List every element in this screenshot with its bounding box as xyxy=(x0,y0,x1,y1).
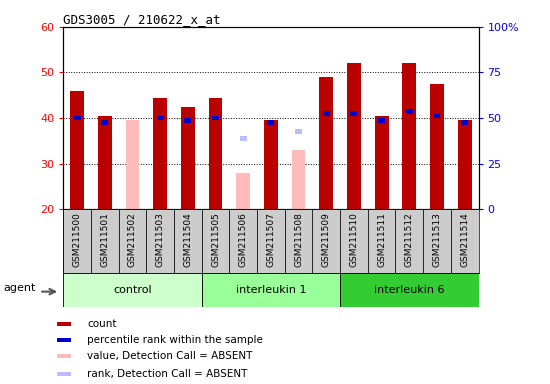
Bar xyxy=(257,209,285,273)
Text: GSM211510: GSM211510 xyxy=(349,212,359,267)
Bar xyxy=(146,209,174,273)
Bar xyxy=(295,129,302,134)
Bar xyxy=(57,354,71,359)
Bar xyxy=(74,116,80,120)
Text: GSM211504: GSM211504 xyxy=(183,212,192,267)
Bar xyxy=(157,116,163,120)
Bar xyxy=(212,116,219,120)
Text: count: count xyxy=(87,319,117,329)
Bar xyxy=(406,109,412,114)
Bar xyxy=(375,116,388,209)
Bar xyxy=(57,338,71,343)
Bar xyxy=(378,118,385,122)
Bar xyxy=(264,120,278,209)
Bar xyxy=(350,111,358,116)
Bar xyxy=(312,209,340,273)
Bar xyxy=(403,63,416,209)
Bar xyxy=(292,150,305,209)
Bar xyxy=(451,209,478,273)
Text: GSM211507: GSM211507 xyxy=(266,212,276,267)
Bar xyxy=(236,173,250,209)
Bar xyxy=(285,209,312,273)
Bar xyxy=(423,209,451,273)
Bar xyxy=(347,63,361,209)
Bar xyxy=(70,91,84,209)
Text: GSM211511: GSM211511 xyxy=(377,212,386,267)
Text: GSM211513: GSM211513 xyxy=(432,212,442,267)
Bar xyxy=(267,120,274,125)
Text: control: control xyxy=(113,285,152,295)
Bar xyxy=(125,120,139,209)
Bar xyxy=(323,111,329,116)
Text: GSM211500: GSM211500 xyxy=(73,212,81,267)
Text: GSM211505: GSM211505 xyxy=(211,212,220,267)
Text: GSM211506: GSM211506 xyxy=(239,212,248,267)
Bar xyxy=(461,120,468,125)
Bar xyxy=(57,322,71,326)
Bar xyxy=(340,209,368,273)
Bar xyxy=(208,98,222,209)
Bar xyxy=(119,209,146,273)
Text: rank, Detection Call = ABSENT: rank, Detection Call = ABSENT xyxy=(87,369,248,379)
Text: GSM211514: GSM211514 xyxy=(460,212,469,267)
Bar xyxy=(202,209,229,273)
Bar xyxy=(320,77,333,209)
Bar xyxy=(57,372,71,376)
Bar xyxy=(153,98,167,209)
Text: GDS3005 / 210622_x_at: GDS3005 / 210622_x_at xyxy=(63,13,221,26)
Text: interleukin 1: interleukin 1 xyxy=(235,285,306,295)
Bar xyxy=(368,209,395,273)
Text: GSM211508: GSM211508 xyxy=(294,212,303,267)
Bar xyxy=(91,209,119,273)
Bar xyxy=(458,120,471,209)
Text: agent: agent xyxy=(3,283,36,293)
Bar xyxy=(98,116,112,209)
Bar xyxy=(181,107,195,209)
Bar xyxy=(202,273,340,307)
Text: GSM211509: GSM211509 xyxy=(322,212,331,267)
Bar xyxy=(101,120,108,125)
Text: interleukin 6: interleukin 6 xyxy=(374,285,444,295)
Bar xyxy=(430,84,444,209)
Text: GSM211512: GSM211512 xyxy=(405,212,414,267)
Bar xyxy=(184,118,191,122)
Bar xyxy=(174,209,202,273)
Bar xyxy=(240,136,246,141)
Bar xyxy=(395,209,423,273)
Bar xyxy=(63,273,202,307)
Text: percentile rank within the sample: percentile rank within the sample xyxy=(87,335,263,345)
Bar xyxy=(433,114,441,118)
Bar xyxy=(340,273,478,307)
Text: GSM211503: GSM211503 xyxy=(156,212,164,267)
Bar xyxy=(229,209,257,273)
Text: value, Detection Call = ABSENT: value, Detection Call = ABSENT xyxy=(87,351,252,361)
Bar xyxy=(63,209,91,273)
Text: GSM211501: GSM211501 xyxy=(100,212,109,267)
Text: GSM211502: GSM211502 xyxy=(128,212,137,267)
